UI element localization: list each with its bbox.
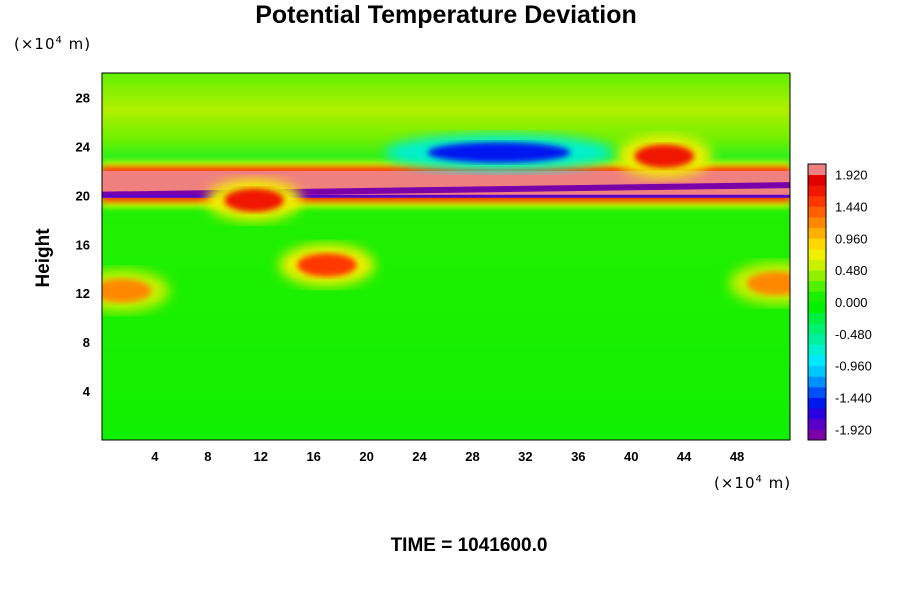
time-label: TIME = 1041600.0	[391, 535, 548, 556]
blob-core-6	[747, 271, 790, 296]
colorbar-tick-labels: 1.920 1.440 0.960 0.480 0.000 -0.480 -0.960 -1.…	[835, 168, 872, 438]
y-tick-label: 16	[76, 237, 90, 252]
y-tick-label: 24	[76, 139, 91, 154]
colorbar-segment	[808, 344, 826, 356]
x-tick-label: 40	[624, 449, 638, 464]
colorbar-segment	[808, 164, 826, 176]
band-blue-line	[102, 194, 790, 198]
colorbar-segment	[808, 376, 826, 388]
colorbar-segment	[808, 248, 826, 260]
colorbar-segment	[808, 291, 826, 303]
colorbar-segment	[808, 270, 826, 282]
colorbar-tick-label: 1.440	[835, 199, 868, 214]
colorbar-segment	[808, 302, 826, 314]
colorbar-segment	[808, 217, 826, 229]
colorbar-segment	[808, 259, 826, 271]
x-tick-label: 20	[359, 449, 373, 464]
blob-core-1	[634, 144, 695, 168]
blob-core-5	[102, 279, 152, 303]
x-tick-label: 24	[412, 449, 427, 464]
colorbar-segment	[808, 397, 826, 409]
blob-core-3	[224, 188, 284, 212]
colorbar	[807, 163, 827, 441]
colorbar-tick-label: 1.920	[835, 168, 868, 183]
x-tick-label: 16	[306, 449, 320, 464]
x-tick-label: 44	[677, 449, 692, 464]
y-tick-label: 28	[76, 90, 90, 105]
colorbar-tick-label: -1.440	[835, 391, 872, 406]
plot-frame	[101, 72, 791, 441]
blob-core-4	[297, 253, 357, 277]
colorbar-segment	[808, 355, 826, 367]
y-axis-unit: (×104 m)	[14, 35, 91, 53]
colorbar-segment	[808, 429, 826, 441]
colorbar-segment	[808, 280, 826, 292]
x-tick-label: 8	[204, 449, 211, 464]
colorbar-segment	[808, 206, 826, 218]
colorbar-tick-label: 0.480	[835, 263, 868, 278]
colorbar-segment	[808, 418, 826, 430]
colorbar-segment	[808, 386, 826, 398]
heatmap-features	[102, 134, 790, 312]
chart-title: Potential Temperature Deviation	[255, 1, 637, 29]
y-tick-label: 12	[76, 286, 90, 301]
colorbar-segment	[808, 365, 826, 377]
y-tick-label: 8	[83, 335, 90, 350]
x-axis-ticks: 4 8 12 16 20 24 28 32 36 40 44 48	[151, 449, 744, 464]
x-tick-label: 12	[254, 449, 268, 464]
y-tick-label: 20	[76, 188, 90, 203]
x-axis-unit: (×104 m)	[714, 474, 791, 492]
heatmap-plot-area	[102, 73, 790, 440]
y-tick-label: 4	[83, 384, 91, 399]
colorbar-tick-label: -0.960	[835, 359, 872, 374]
colorbar-tick-label: -0.480	[835, 327, 872, 342]
colorbar-segment	[808, 227, 826, 239]
y-axis-label: Height	[33, 228, 54, 288]
y-axis-ticks: 4 8 12 16 20 24 28	[76, 90, 91, 399]
colorbar-segment	[808, 174, 826, 186]
colorbar-segment	[808, 185, 826, 197]
colorbar-frame	[807, 163, 827, 441]
colorbar-segment	[808, 408, 826, 420]
colorbar-tick-label: 0.960	[835, 231, 868, 246]
colorbar-segment	[808, 323, 826, 335]
colorbar-segment	[808, 195, 826, 207]
colorbar-tick-label: -1.920	[835, 422, 872, 437]
colorbar-segment	[808, 312, 826, 324]
x-tick-label: 4	[151, 449, 159, 464]
x-tick-label: 36	[571, 449, 585, 464]
x-tick-label: 48	[730, 449, 744, 464]
x-tick-label: 28	[465, 449, 479, 464]
heatmap-background	[102, 73, 790, 440]
colorbar-segment	[808, 238, 826, 250]
blob-core-2	[427, 142, 571, 163]
x-tick-label: 32	[518, 449, 532, 464]
colorbar-segment	[808, 333, 826, 345]
colorbar-tick-label: 0.000	[835, 295, 868, 310]
